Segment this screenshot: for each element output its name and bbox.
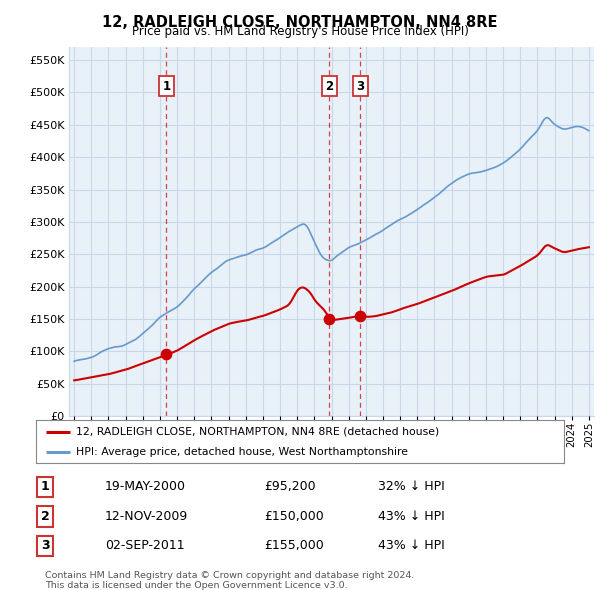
Text: 1: 1	[163, 80, 170, 93]
Point	[161, 350, 171, 359]
Point	[325, 314, 334, 324]
Text: This data is licensed under the Open Government Licence v3.0.: This data is licensed under the Open Gov…	[45, 581, 347, 590]
Text: 32% ↓ HPI: 32% ↓ HPI	[378, 480, 445, 493]
Text: £150,000: £150,000	[264, 510, 324, 523]
Text: 02-SEP-2011: 02-SEP-2011	[105, 539, 185, 552]
Text: 1: 1	[41, 480, 49, 493]
Text: 2: 2	[41, 510, 49, 523]
Text: HPI: Average price, detached house, West Northamptonshire: HPI: Average price, detached house, West…	[76, 447, 407, 457]
Text: 12-NOV-2009: 12-NOV-2009	[105, 510, 188, 523]
Text: 3: 3	[41, 539, 49, 552]
Text: 12, RADLEIGH CLOSE, NORTHAMPTON, NN4 8RE: 12, RADLEIGH CLOSE, NORTHAMPTON, NN4 8RE	[102, 15, 498, 30]
Text: 43% ↓ HPI: 43% ↓ HPI	[378, 539, 445, 552]
Text: £155,000: £155,000	[264, 539, 324, 552]
Text: Contains HM Land Registry data © Crown copyright and database right 2024.: Contains HM Land Registry data © Crown c…	[45, 571, 415, 579]
Point	[355, 311, 365, 320]
Text: Price paid vs. HM Land Registry's House Price Index (HPI): Price paid vs. HM Land Registry's House …	[131, 25, 469, 38]
Text: 19-MAY-2000: 19-MAY-2000	[105, 480, 186, 493]
Text: 43% ↓ HPI: 43% ↓ HPI	[378, 510, 445, 523]
Text: 3: 3	[356, 80, 364, 93]
Text: 12, RADLEIGH CLOSE, NORTHAMPTON, NN4 8RE (detached house): 12, RADLEIGH CLOSE, NORTHAMPTON, NN4 8RE…	[76, 427, 439, 437]
Text: 2: 2	[325, 80, 334, 93]
Text: £95,200: £95,200	[264, 480, 316, 493]
